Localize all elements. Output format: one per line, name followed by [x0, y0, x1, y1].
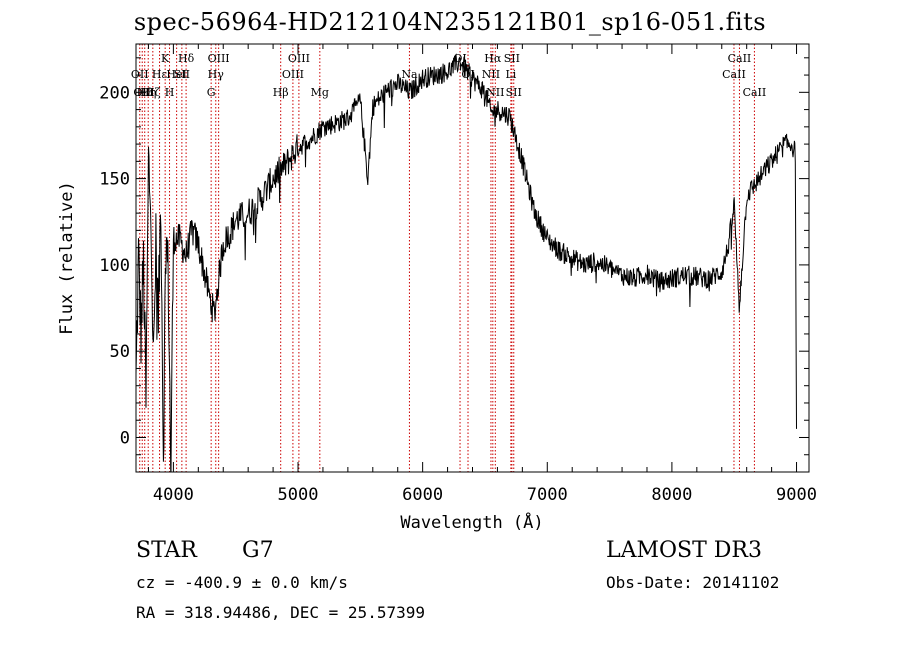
line-label: CaII — [743, 86, 767, 99]
obs-date: Obs-Date: 20141102 — [606, 573, 780, 592]
line-label: Hη — [140, 86, 156, 99]
line-label: SII — [504, 52, 520, 65]
line-label: Hα — [484, 52, 502, 65]
line-label: CaII — [722, 68, 746, 81]
object-class: STAR — [136, 538, 197, 563]
chart-title: spec-56964-HD212104N235121B01_sp16-051.f… — [133, 8, 767, 36]
line-label: OIII — [208, 52, 230, 65]
redshift-velocity: cz = -400.9 ± 0.0 km/s — [136, 573, 348, 592]
line-label: H — [165, 86, 175, 99]
y-tick-label: 50 — [110, 342, 130, 362]
line-label: K — [161, 52, 170, 65]
line-label: Hζ — [145, 86, 161, 99]
y-tick-label: 150 — [99, 170, 130, 190]
x-tick-label: 4000 — [153, 485, 194, 505]
line-labels: OIIOIIHθHηHζHεKHHeISIIHδGHγOIIIHβOIIIOII… — [131, 52, 766, 99]
x-axis-label: Wavelength (Å) — [400, 511, 543, 533]
plot-frame — [135, 43, 810, 473]
line-label: NII — [486, 86, 504, 99]
line-label: Hε — [152, 68, 168, 81]
coordinates: RA = 318.94486, DEC = 25.57399 — [136, 603, 425, 622]
x-tick-label: 6000 — [402, 485, 443, 505]
line-label: CaII — [728, 52, 752, 65]
line-label: SII — [174, 68, 190, 81]
spectrum-series — [136, 53, 797, 472]
line-label: OIII — [288, 52, 310, 65]
line-label: Hδ — [178, 52, 195, 65]
line-label: SII — [506, 86, 522, 99]
line-markers — [139, 44, 755, 472]
x-axis-ticks: 4000 5000 6000 7000 8000 9000 — [147, 44, 817, 505]
x-tick-label: 5000 — [278, 485, 319, 505]
line-label: Hγ — [208, 68, 225, 81]
line-label: Na — [401, 68, 418, 81]
x-tick-label: 9000 — [776, 485, 817, 505]
y-tick-label: 100 — [99, 256, 130, 276]
line-label: Mg — [311, 86, 329, 99]
object-subclass: G7 — [242, 538, 274, 563]
line-label: HeI — [166, 68, 186, 81]
line-label: Hβ — [273, 86, 289, 99]
y-axis-label: Flux (relative) — [57, 181, 77, 335]
line-label: NII — [482, 68, 500, 81]
line-label: G — [207, 86, 216, 99]
line-label: OIII — [282, 68, 304, 81]
x-tick-label: 8000 — [651, 485, 692, 505]
line-label: Li — [505, 68, 516, 81]
line-label: OII — [131, 68, 149, 81]
y-tick-label: 200 — [99, 83, 130, 103]
y-tick-label: 0 — [120, 428, 130, 448]
x-tick-label: 7000 — [527, 485, 568, 505]
survey-name: LAMOST DR3 — [606, 538, 762, 563]
spectrum-line — [136, 53, 797, 472]
y-axis-ticks: 0 50 100 150 200 — [99, 57, 809, 456]
